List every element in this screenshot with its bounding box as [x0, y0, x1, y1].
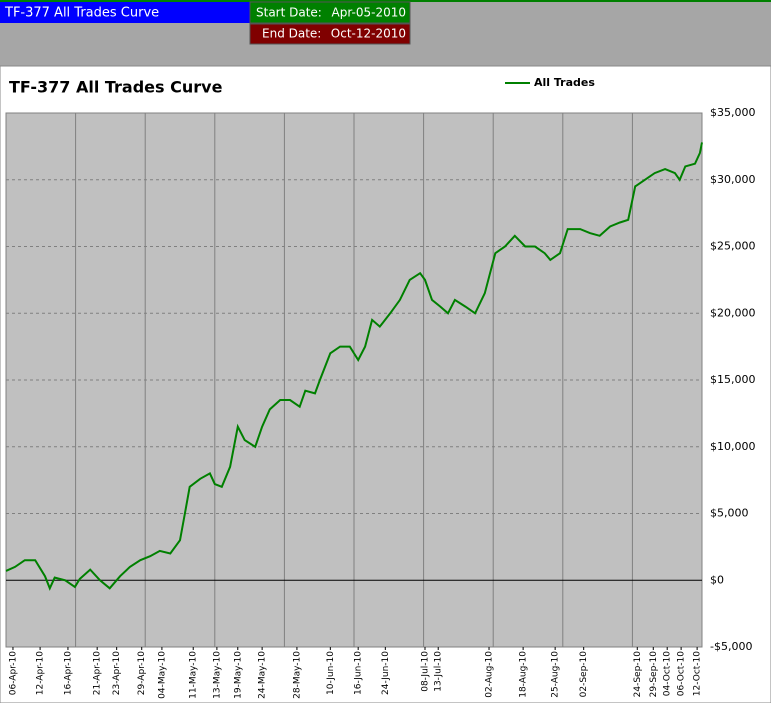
- y-tick-label: $20,000: [710, 306, 756, 319]
- header-title: TF-377 All Trades Curve: [4, 6, 159, 21]
- series-line: [5, 142, 703, 591]
- x-tick-label: 04-Oct-10: [663, 651, 673, 696]
- x-tick-label: 24-Jun-10: [381, 651, 391, 695]
- y-tick-label: $5,000: [710, 507, 749, 520]
- x-tick-label: 13-Jul-10: [434, 651, 444, 692]
- y-tick-label: $35,000: [710, 106, 756, 119]
- y-tick-label: $25,000: [710, 240, 756, 253]
- y-tick-label: $15,000: [710, 373, 756, 386]
- x-tick-label: 16-Jun-10: [354, 651, 364, 695]
- start-value: Apr-05-2010: [332, 6, 406, 20]
- end-cell: [249, 23, 411, 45]
- legend-label: All Trades: [534, 76, 595, 89]
- x-tick-label: 12-Oct-10: [693, 651, 703, 696]
- x-tick-label: 29-Apr-10: [137, 651, 147, 695]
- y-tick-label: $30,000: [710, 173, 756, 186]
- start-cell: [249, 1, 411, 24]
- x-tick-label: 19-May-10: [233, 651, 243, 699]
- end-value: Oct-12-2010: [331, 27, 406, 41]
- x-tick-label: 12-Apr-10: [36, 651, 46, 695]
- end-label: End Date:: [262, 27, 321, 41]
- x-tick-label: 29-Sep-10: [649, 651, 659, 698]
- x-tick-label: 04-May-10: [157, 651, 167, 699]
- x-tick-label: 13-May-10: [212, 651, 222, 699]
- y-tick-label: $10,000: [710, 440, 756, 453]
- x-tick-label: 24-May-10: [258, 651, 268, 699]
- x-tick-label: 02-Sep-10: [579, 651, 589, 698]
- x-tick-label: 11-May-10: [189, 651, 199, 699]
- x-tick-label: 02-Aug-10: [485, 651, 495, 698]
- x-tick-label: 25-Aug-10: [551, 651, 561, 698]
- x-tick-label: 24-Sep-10: [633, 651, 643, 698]
- x-tick-label: 10-Jun-10: [326, 651, 336, 695]
- y-tick-label: -$5,000: [710, 640, 752, 653]
- x-tick-label: 08-Jul-10: [420, 651, 430, 692]
- title-cell: [0, 2, 250, 23]
- x-tick-label: 16-Apr-10: [63, 651, 73, 695]
- chart-title: TF-377 All Trades Curve: [9, 78, 223, 97]
- y-tick-label: $0: [710, 573, 724, 586]
- x-tick-label: 06-Apr-10: [8, 651, 18, 695]
- x-tick-label: 23-Apr-10: [112, 651, 122, 695]
- x-tick-label: 28-May-10: [292, 651, 302, 699]
- start-label: Start Date:: [256, 6, 322, 20]
- x-tick-label: 18-Aug-10: [519, 651, 529, 698]
- x-tick-label: 06-Oct-10: [677, 651, 687, 696]
- x-tick-label: 21-Apr-10: [93, 651, 103, 695]
